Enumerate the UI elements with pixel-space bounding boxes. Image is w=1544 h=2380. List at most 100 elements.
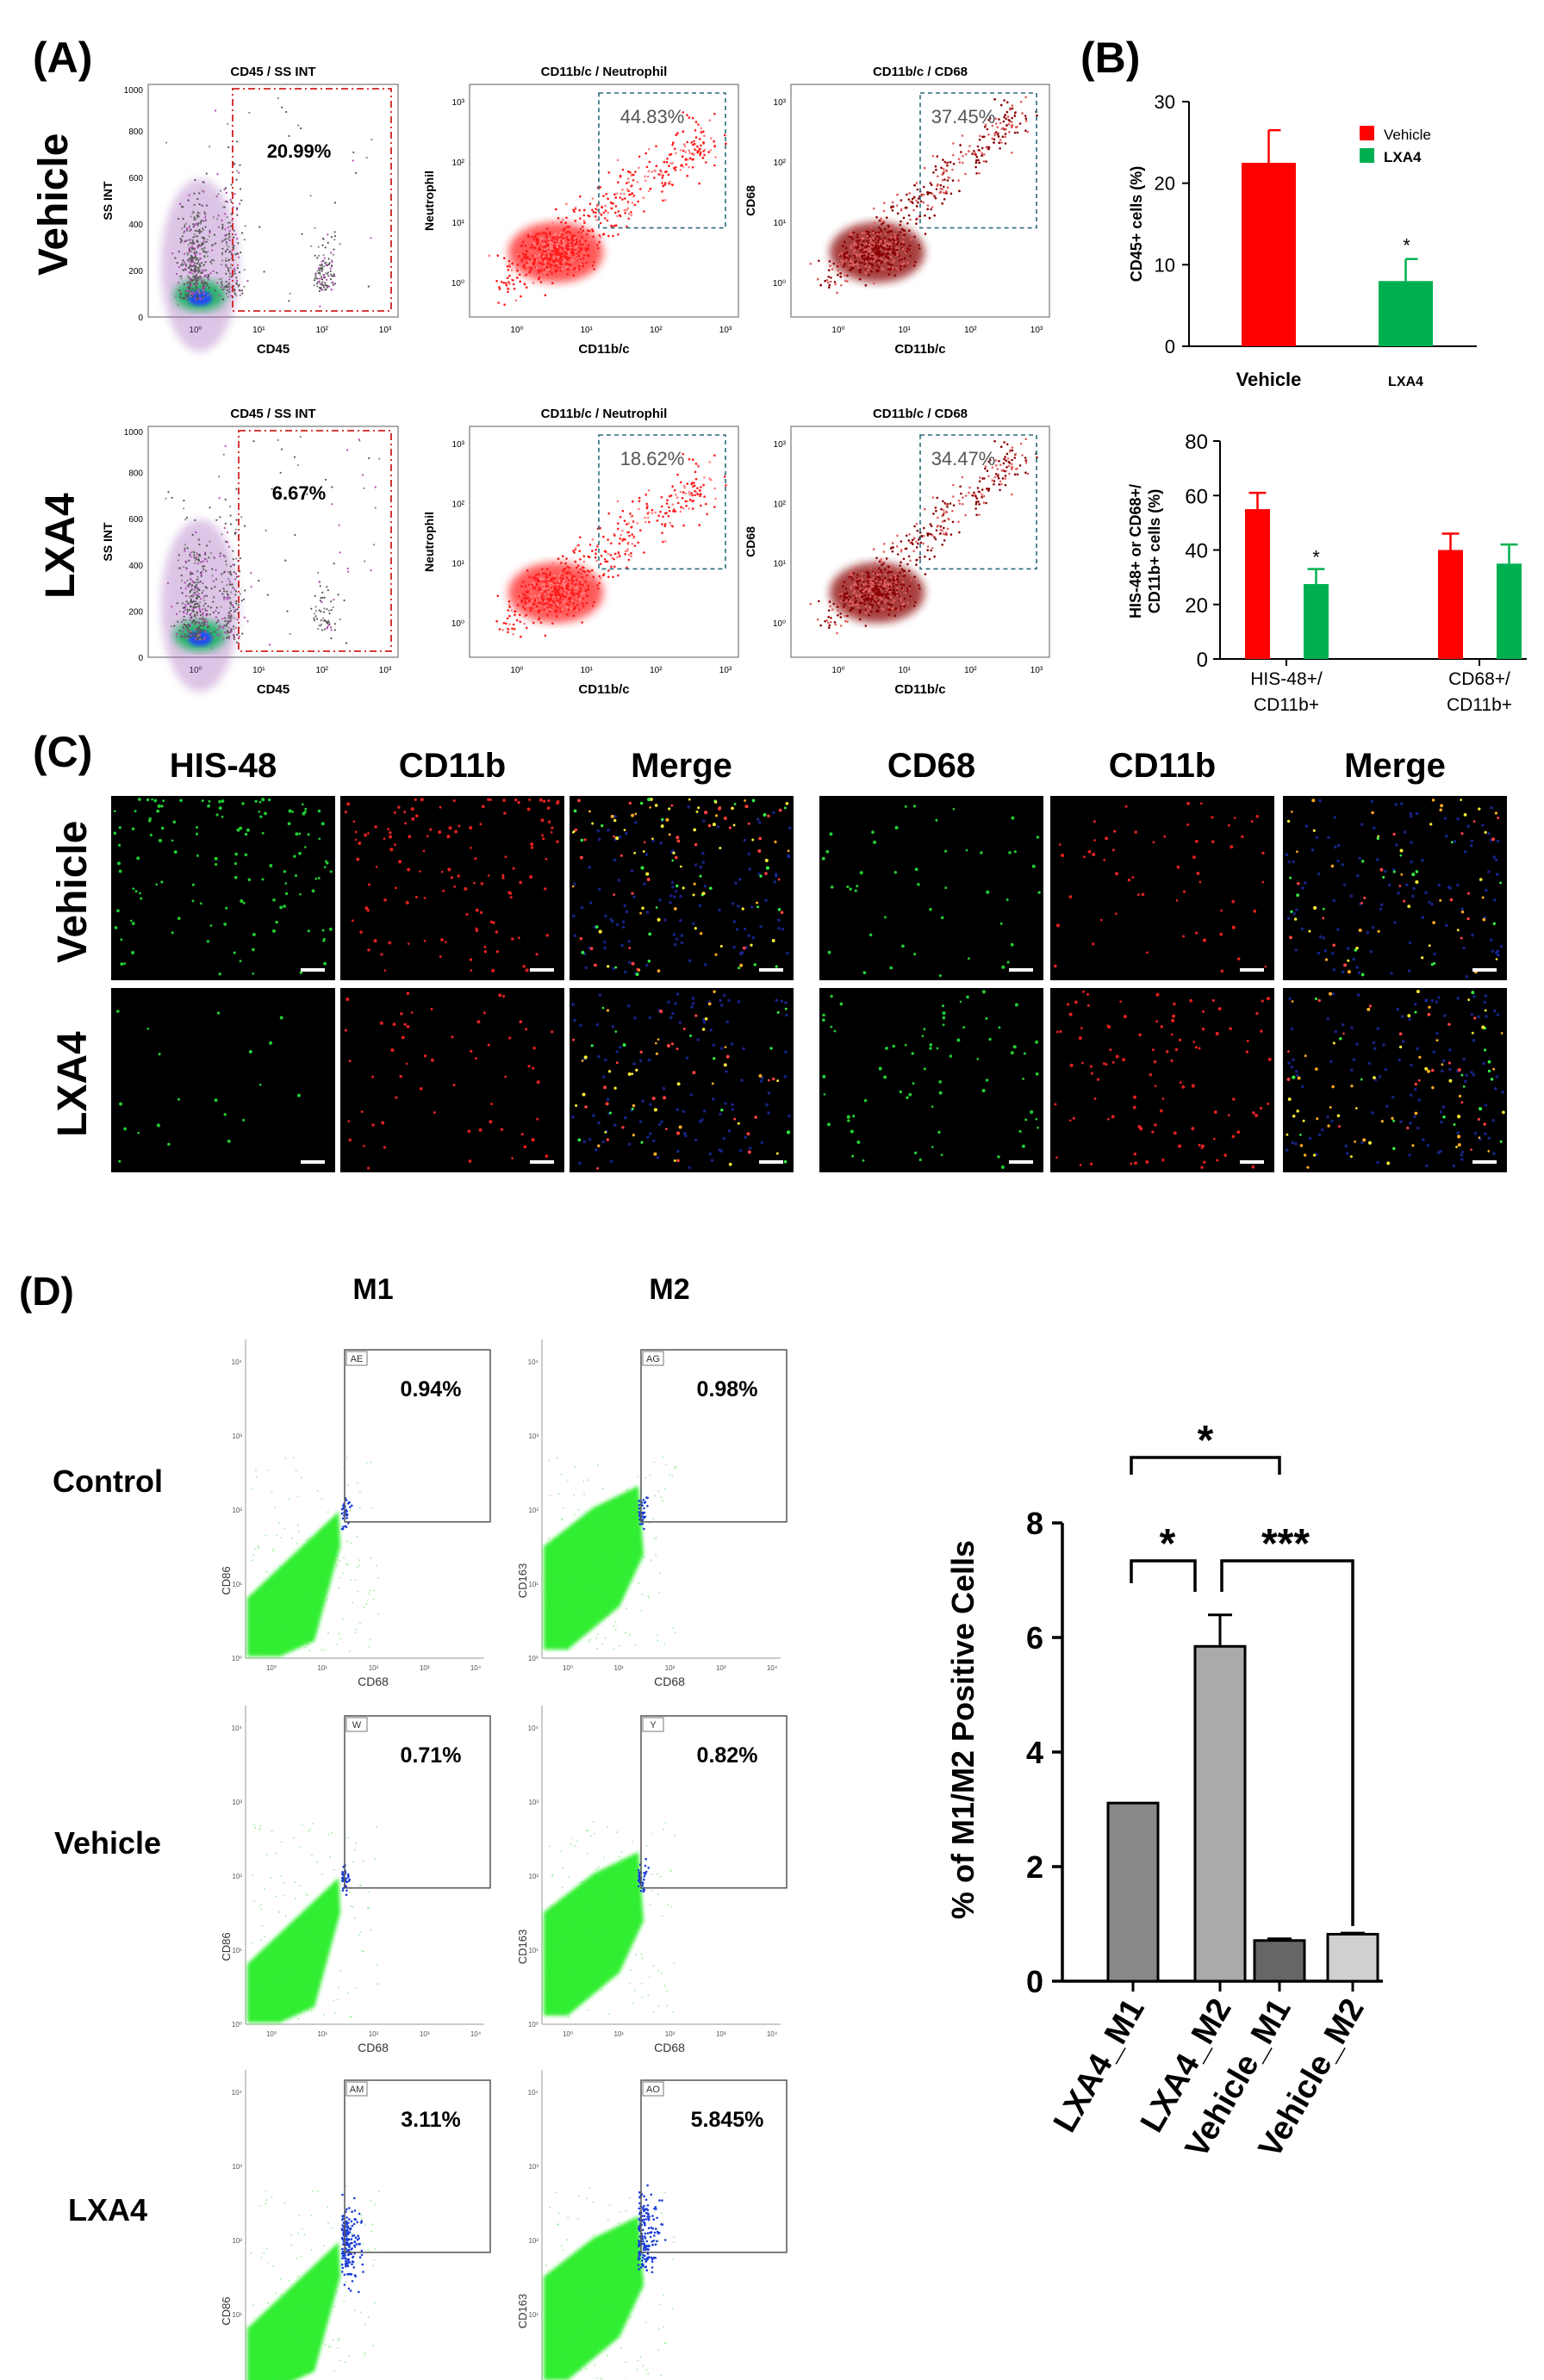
cell-dot [978, 503, 981, 506]
cell-dot [189, 613, 191, 617]
cell-dot [1005, 110, 1009, 114]
cell-dot [850, 246, 853, 250]
cell-dot [999, 463, 1002, 467]
cell-dot [193, 252, 196, 254]
cell-dot [846, 274, 849, 277]
cell-dot [184, 594, 188, 597]
cell-dot [889, 235, 893, 239]
cell-dot [643, 551, 645, 554]
cell-dot [528, 258, 532, 261]
cell-dot [930, 208, 932, 211]
cell-dot [526, 569, 529, 572]
cell-dot [235, 602, 238, 605]
cell-dot [503, 303, 506, 307]
cell-dot [944, 503, 948, 506]
cell-dot [187, 277, 190, 279]
cell-dot [926, 545, 930, 548]
cell-dot [999, 480, 1002, 483]
cell-dot [856, 574, 859, 576]
cell-dot [190, 585, 193, 587]
y-tick-label: 40 [1185, 540, 1208, 563]
cell-dot [977, 149, 981, 152]
cell-dot [214, 109, 217, 112]
cell-dot [896, 237, 899, 239]
cell-dot [374, 486, 377, 488]
cell-dot [576, 608, 579, 612]
cell-dot [828, 260, 831, 263]
x-tick-label: 10⁰ [510, 326, 523, 335]
cell-dot [999, 121, 1002, 125]
cell-dot [870, 263, 873, 266]
cell-dot [961, 475, 964, 479]
signal-dot [114, 926, 118, 929]
cell-dot [203, 618, 206, 622]
cell-dot [566, 565, 569, 569]
signal-dot [452, 799, 456, 803]
cell-dot [713, 164, 716, 167]
signal-dot [158, 838, 163, 842]
cell-dot [614, 211, 617, 214]
cell-dot [942, 513, 945, 516]
cell-dot [559, 231, 563, 234]
cell-dot [926, 204, 930, 207]
cell-dot [206, 255, 209, 258]
cell-dot [236, 267, 239, 270]
cell-dot [209, 232, 211, 234]
cell-dot [922, 542, 925, 545]
cell-dot [554, 232, 557, 235]
cell-dot [551, 264, 553, 267]
cell-dot [559, 576, 563, 580]
signal-dot [131, 827, 135, 830]
cell-dot [616, 158, 619, 162]
cell-dot [846, 614, 849, 618]
cell-dot [553, 586, 556, 589]
cell-dot [911, 197, 914, 201]
cell-dot [508, 623, 511, 625]
cell-dot [326, 627, 328, 630]
cell-dot [906, 193, 908, 196]
cell-dot [202, 625, 204, 627]
cell-dot [889, 590, 892, 593]
cell-dot [900, 227, 904, 231]
cell-dot [1011, 446, 1014, 449]
cell-dot [557, 245, 561, 248]
cell-dot [188, 280, 190, 283]
cell-dot [867, 252, 869, 255]
cell-dot [194, 269, 196, 271]
y-tick-label: 1000 [124, 86, 144, 96]
cell-dot [215, 616, 217, 618]
x-tick-label: Vehicle [1236, 369, 1302, 390]
cell-dot [839, 259, 843, 262]
cell-dot [851, 237, 854, 240]
cell-dot [864, 271, 867, 274]
signal-dot [242, 901, 246, 904]
cell-dot [541, 249, 545, 252]
cell-dot [229, 266, 232, 269]
cell-dot [660, 171, 663, 173]
cell-dot [555, 615, 558, 618]
cell-dot [614, 552, 617, 556]
cell-dot [616, 556, 619, 559]
cell-dot [655, 165, 658, 168]
cell-dot [171, 496, 173, 499]
cell-dot [194, 585, 196, 587]
cell-dot [502, 622, 506, 625]
cell-dot [952, 483, 955, 487]
cell-dot [179, 241, 182, 244]
cell-dot [225, 241, 227, 244]
cell-dot [171, 252, 174, 255]
cell-dot [879, 596, 881, 599]
cell-dot [870, 270, 873, 273]
cell-dot [939, 532, 942, 535]
cell-dot [204, 553, 207, 556]
cell-dot [225, 597, 228, 600]
cell-dot [871, 248, 875, 251]
cell-dot [183, 623, 185, 626]
cell-dot [906, 601, 909, 605]
scatter-points [488, 111, 727, 307]
cell-dot [572, 602, 575, 605]
cell-dot [195, 291, 197, 294]
cell-dot [890, 604, 893, 606]
cell-dot [585, 601, 588, 605]
cell-dot [221, 581, 223, 583]
